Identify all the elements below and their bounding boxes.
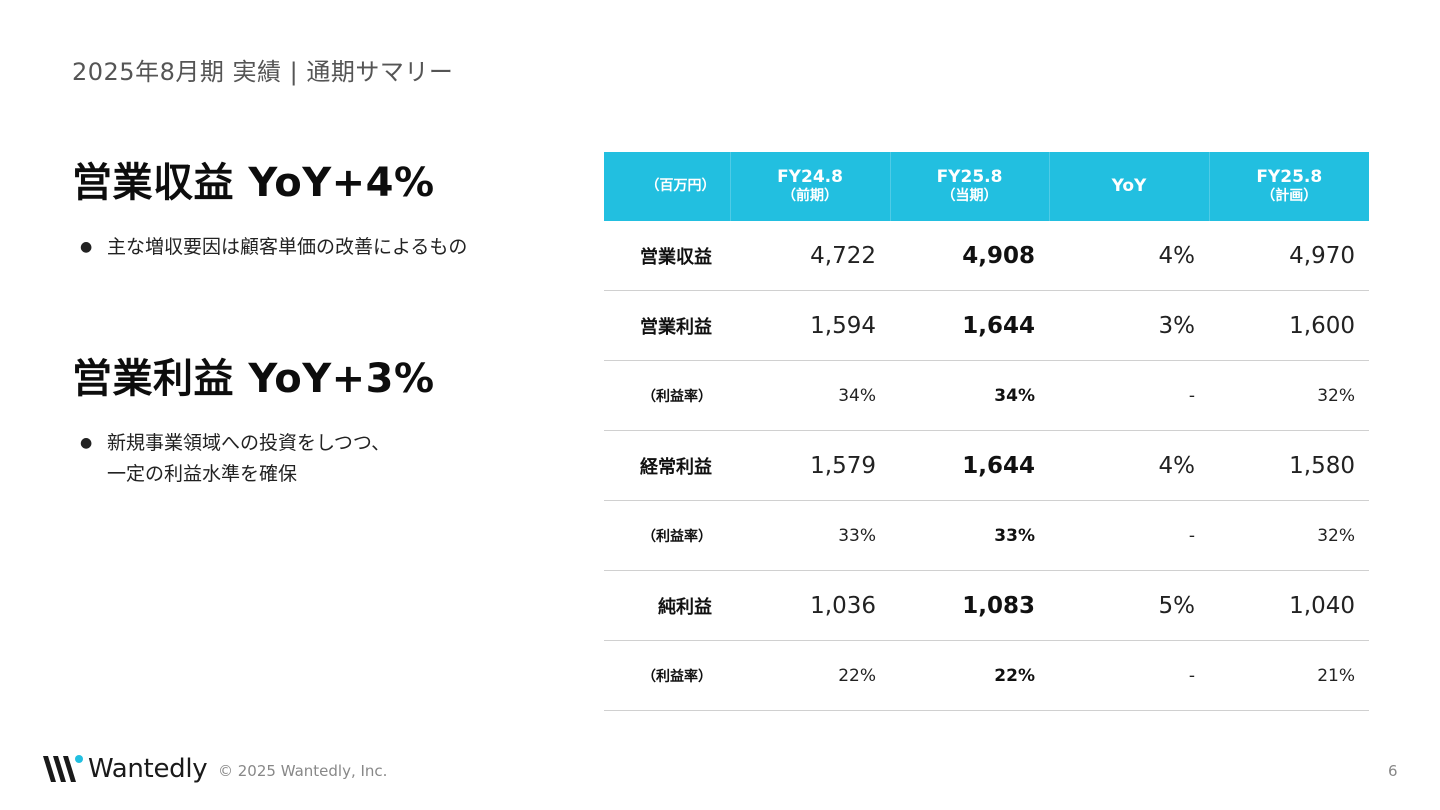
- col-header-label: YoY: [1111, 176, 1147, 196]
- bullet-dot: ●: [80, 239, 93, 255]
- wantedly-w-icon: [43, 755, 83, 782]
- bullet-text-line-1: 新規事業領域への投資をしつつ、: [107, 432, 391, 454]
- row-label: 営業収益: [604, 221, 730, 291]
- summary-table: （百万円） FY24.8 （前期） FY25.8 （当期） YoY FY25.8…: [604, 152, 1369, 711]
- headline-revenue: 営業収益 YoY+4%: [72, 160, 435, 206]
- cell-cur: 34%: [890, 360, 1049, 431]
- cell-prev: 1,036: [730, 570, 890, 641]
- col-header-label: FY24.8: [777, 166, 843, 187]
- col-header-label: FY25.8: [1256, 166, 1323, 187]
- table-row: 経常利益 1,579 1,644 4% 1,580: [604, 430, 1369, 501]
- col-header-cur: FY25.8 （当期）: [889, 152, 1049, 221]
- cell-prev: 34%: [730, 360, 890, 431]
- cell-yoy: 4%: [1049, 430, 1209, 501]
- table-header-row: （百万円） FY24.8 （前期） FY25.8 （当期） YoY FY25.8…: [604, 152, 1369, 221]
- row-label: 純利益: [604, 570, 730, 641]
- cell-yoy: 3%: [1049, 290, 1209, 361]
- cell-prev: 22%: [730, 640, 890, 711]
- cell-yoy: -: [1049, 360, 1209, 431]
- cell-cur: 33%: [890, 500, 1049, 571]
- page-title: 2025年8月期 実績 | 通期サマリー: [72, 58, 454, 86]
- col-header-sub: （前期）: [782, 187, 838, 204]
- col-header-prev: FY24.8 （前期）: [729, 152, 890, 221]
- cell-yoy: 4%: [1049, 221, 1209, 291]
- bullet-revenue: ● 主な増収要因は顧客単価の改善によるもの: [80, 232, 467, 263]
- table-row: 営業利益 1,594 1,644 3% 1,600: [604, 290, 1369, 361]
- cell-cur: 22%: [890, 640, 1049, 711]
- wantedly-logo: Wantedly: [42, 754, 208, 784]
- col-header-sub: （当期）: [941, 187, 998, 204]
- col-header-plan: FY25.8 （計画）: [1208, 152, 1369, 221]
- copyright: © 2025 Wantedly, Inc.: [218, 762, 388, 780]
- cell-prev: 4,722: [730, 221, 890, 291]
- cell-yoy: -: [1049, 500, 1209, 571]
- row-label: （利益率）: [604, 640, 730, 711]
- cell-plan: 1,580: [1209, 430, 1369, 501]
- cell-prev: 1,579: [730, 430, 890, 501]
- col-header-yoy: YoY: [1048, 152, 1209, 221]
- table-row-margin: （利益率） 33% 33% - 32%: [604, 500, 1369, 571]
- cell-cur: 1,644: [890, 430, 1049, 501]
- cell-plan: 1,600: [1209, 290, 1369, 361]
- table-row-margin: （利益率） 22% 22% - 21%: [604, 640, 1369, 711]
- cell-yoy: 5%: [1049, 570, 1209, 641]
- row-label: （利益率）: [604, 500, 730, 571]
- unit-header: （百万円）: [604, 152, 730, 221]
- col-header-label: FY25.8: [936, 166, 1003, 187]
- cell-prev: 1,594: [730, 290, 890, 361]
- table-row-margin: （利益率） 34% 34% - 32%: [604, 360, 1369, 431]
- row-label: （利益率）: [604, 360, 730, 431]
- cell-cur: 4,908: [890, 221, 1049, 291]
- bullet-text: 主な増収要因は顧客単価の改善によるもの: [107, 236, 468, 258]
- cell-yoy: -: [1049, 640, 1209, 711]
- cell-cur: 1,644: [890, 290, 1049, 361]
- logo-wordmark: Wantedly: [88, 754, 208, 784]
- cell-prev: 33%: [730, 500, 890, 571]
- cell-plan: 4,970: [1209, 221, 1369, 291]
- row-label: 経常利益: [604, 430, 730, 501]
- headline-operating-profit: 営業利益 YoY+3%: [72, 356, 435, 402]
- cell-plan: 1,040: [1209, 570, 1369, 641]
- col-header-sub: （計画）: [1261, 187, 1318, 204]
- bullet-dot: ●: [80, 435, 93, 451]
- table-row: 純利益 1,036 1,083 5% 1,040: [604, 570, 1369, 641]
- cell-plan: 21%: [1209, 640, 1369, 711]
- bullet-text-line-2: 一定の利益水準を確保: [107, 463, 298, 485]
- page-number: 6: [1388, 762, 1398, 780]
- table-row: 営業収益 4,722 4,908 4% 4,970: [604, 221, 1369, 291]
- cell-cur: 1,083: [890, 570, 1049, 641]
- cell-plan: 32%: [1209, 360, 1369, 431]
- row-label: 営業利益: [604, 290, 730, 361]
- cell-plan: 32%: [1209, 500, 1369, 571]
- bullet-operating-profit: ● 新規事業領域への投資をしつつ、 一定の利益水準を確保: [80, 428, 390, 490]
